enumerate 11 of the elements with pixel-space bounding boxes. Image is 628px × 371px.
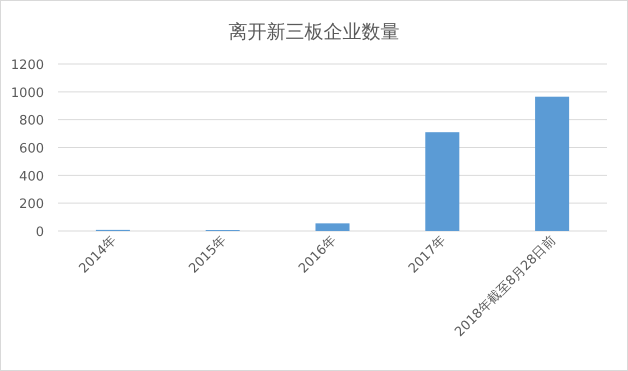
bar bbox=[425, 132, 460, 231]
y-tick-label: 200 bbox=[19, 197, 44, 212]
bar bbox=[535, 96, 570, 231]
y-tick-label: 400 bbox=[19, 169, 44, 184]
y-tick-label: 800 bbox=[19, 114, 44, 129]
y-tick-label: 1000 bbox=[10, 86, 44, 101]
y-tick-label: 0 bbox=[36, 225, 44, 240]
y-tick-label: 1200 bbox=[10, 58, 44, 73]
y-tick-label: 600 bbox=[19, 142, 44, 156]
chart-title: 离开新三板企业数量 bbox=[228, 21, 400, 43]
bar bbox=[315, 223, 350, 231]
